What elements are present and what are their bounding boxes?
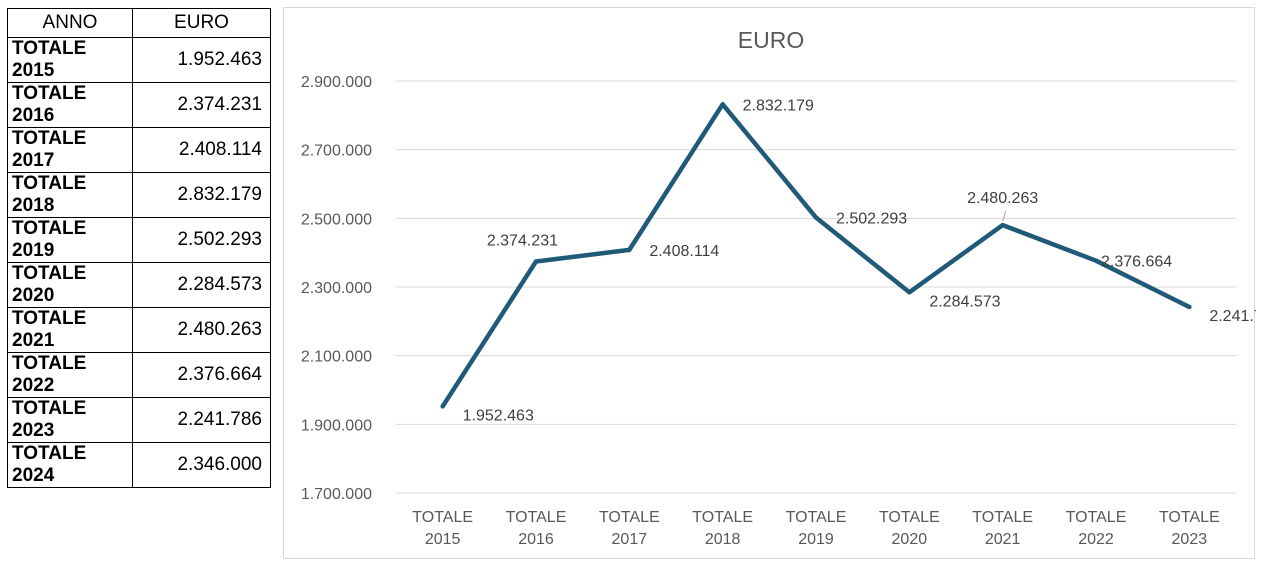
y-tick-label: 1.900.000 [301,417,372,434]
year-cell: TOTALE 2015 [7,37,133,83]
y-tick-label: 2.300.000 [301,280,372,297]
year-cell: TOTALE 2021 [7,307,133,353]
data-point [1000,222,1005,228]
table-row: TOTALE 2016 2.374.231 [7,82,271,128]
euro-cell: 2.284.573 [132,262,271,308]
data-table: ANNO EURO TOTALE 2015 1.952.463 TOTALE 201… [7,8,271,488]
table-row: TOTALE 2023 2.241.786 [7,397,271,443]
euro-cell: 2.408.114 [132,127,271,173]
data-label: 2.241.786 [1209,308,1256,325]
data-point [440,404,445,409]
table-header-row: ANNO EURO [7,8,271,38]
x-tick-label: TOTALE 2021 [972,509,1033,548]
line-chart: EURO 1.700.000 1.900.000 2.100.000 2.300.00… [301,27,1256,548]
year-cell: TOTALE 2024 [7,442,133,488]
euro-cell: 1.952.463 [132,37,271,83]
data-point [1093,258,1099,263]
data-point [907,290,912,295]
x-tick-label: TOTALE 2019 [786,509,847,548]
data-label: 2.408.114 [649,243,719,260]
data-point [533,259,539,264]
x-tick-label: TOTALE 2015 [412,509,473,548]
data-point [1187,304,1192,310]
x-tick-label: TOTALE 2018 [692,509,753,548]
column-header-euro: EURO [132,8,271,38]
year-cell: TOTALE 2020 [7,262,133,308]
x-tick-label: TOTALE 2016 [506,509,567,548]
y-tick-label: 2.500.000 [301,211,372,228]
euro-cell: 2.346.000 [132,442,271,488]
year-cell: TOTALE 2016 [7,82,133,128]
year-cell: TOTALE 2017 [7,127,133,173]
data-label: 2.376.664 [1101,254,1172,271]
euro-cell: 2.832.179 [132,172,271,218]
column-header-anno: ANNO [7,8,133,38]
chart-area: EURO 1.700.000 1.900.000 2.100.000 2.300.00… [283,7,1256,559]
data-point [627,247,632,253]
data-point [720,102,725,107]
year-cell: TOTALE 2019 [7,217,133,263]
data-label: 2.832.179 [743,97,814,114]
x-tick-label: TOTALE 2020 [879,509,940,548]
year-cell: TOTALE 2023 [7,397,133,443]
table-row: TOTALE 2021 2.480.263 [7,307,271,353]
table-row: TOTALE 2022 2.376.664 [7,352,271,398]
euro-cell: 2.502.293 [132,217,271,263]
y-tick-label: 2.900.000 [301,74,372,91]
year-cell: TOTALE 2018 [7,172,133,218]
year-cell: TOTALE 2022 [7,352,133,398]
table-row: TOTALE 2020 2.284.573 [7,262,271,308]
table-row: TOTALE 2017 2.408.114 [7,127,271,173]
data-label: 2.502.293 [836,211,907,228]
table-row: TOTALE 2015 1.952.463 [7,37,271,83]
euro-cell: 2.480.263 [132,307,271,353]
euro-cell: 2.241.786 [132,397,271,443]
y-tick-label: 2.100.000 [301,349,372,366]
data-label: 2.284.573 [929,293,1000,310]
x-tick-label: TOTALE 2017 [599,509,660,548]
data-point [813,215,819,220]
chart-title: EURO [738,27,804,53]
data-label: 2.480.263 [967,190,1038,207]
table-row: TOTALE 2018 2.832.179 [7,172,271,218]
x-tick-label: TOTALE 2023 [1159,509,1220,548]
x-tick-label: TOTALE 2022 [1066,509,1127,548]
label-leader-line [1002,210,1007,222]
y-tick-label: 2.700.000 [301,143,372,160]
euro-cell: 2.374.231 [132,82,271,128]
euro-cell: 2.376.664 [132,352,271,398]
data-label: 2.374.231 [487,233,558,250]
data-label: 1.952.463 [463,407,534,424]
y-tick-label: 1.700.000 [301,486,372,503]
table-row: TOTALE 2019 2.502.293 [7,217,271,263]
table-row: TOTALE 2024 2.346.000 [7,442,271,488]
